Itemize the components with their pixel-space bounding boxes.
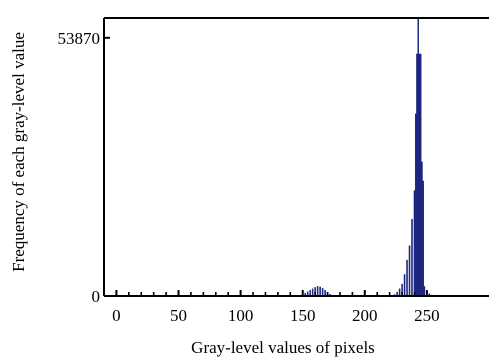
histogram-bar: [421, 161, 423, 297]
histogram-bar: [319, 286, 321, 297]
histogram-bar: [311, 288, 314, 297]
histogram-bar: [416, 53, 418, 297]
histogram-bar: [414, 113, 417, 297]
histogram-bar: [422, 180, 424, 297]
histogram-bar: [406, 259, 408, 297]
histogram-bar: [413, 190, 416, 297]
histogram-bar: [418, 53, 421, 297]
x-tick-label: 100: [228, 306, 254, 325]
x-tick-label: 250: [414, 306, 440, 325]
bar-group: [301, 17, 433, 297]
x-tick-label: 150: [290, 306, 316, 325]
histogram-bar: [417, 17, 419, 297]
y-axis-title: Frequency of each gray-level value: [9, 32, 28, 272]
histogram-bar: [411, 219, 413, 297]
histogram-bar: [321, 288, 324, 297]
axes: 0 50 100 150 200 250 0 53870: [58, 17, 489, 325]
histogram-bar: [403, 274, 406, 297]
y-tick-label: 53870: [58, 29, 101, 48]
y-tick-label: 0: [92, 287, 101, 306]
x-axis-title: Gray-level values of pixels: [191, 338, 375, 357]
histogram-bar: [419, 53, 422, 297]
histogram-bar: [408, 245, 411, 297]
histogram-bar: [423, 286, 426, 297]
x-tick-label: 200: [352, 306, 378, 325]
histogram-bar: [398, 288, 401, 297]
x-tick-label: 50: [170, 306, 187, 325]
histogram-bar: [316, 286, 319, 297]
x-tick-label: 0: [112, 306, 121, 325]
